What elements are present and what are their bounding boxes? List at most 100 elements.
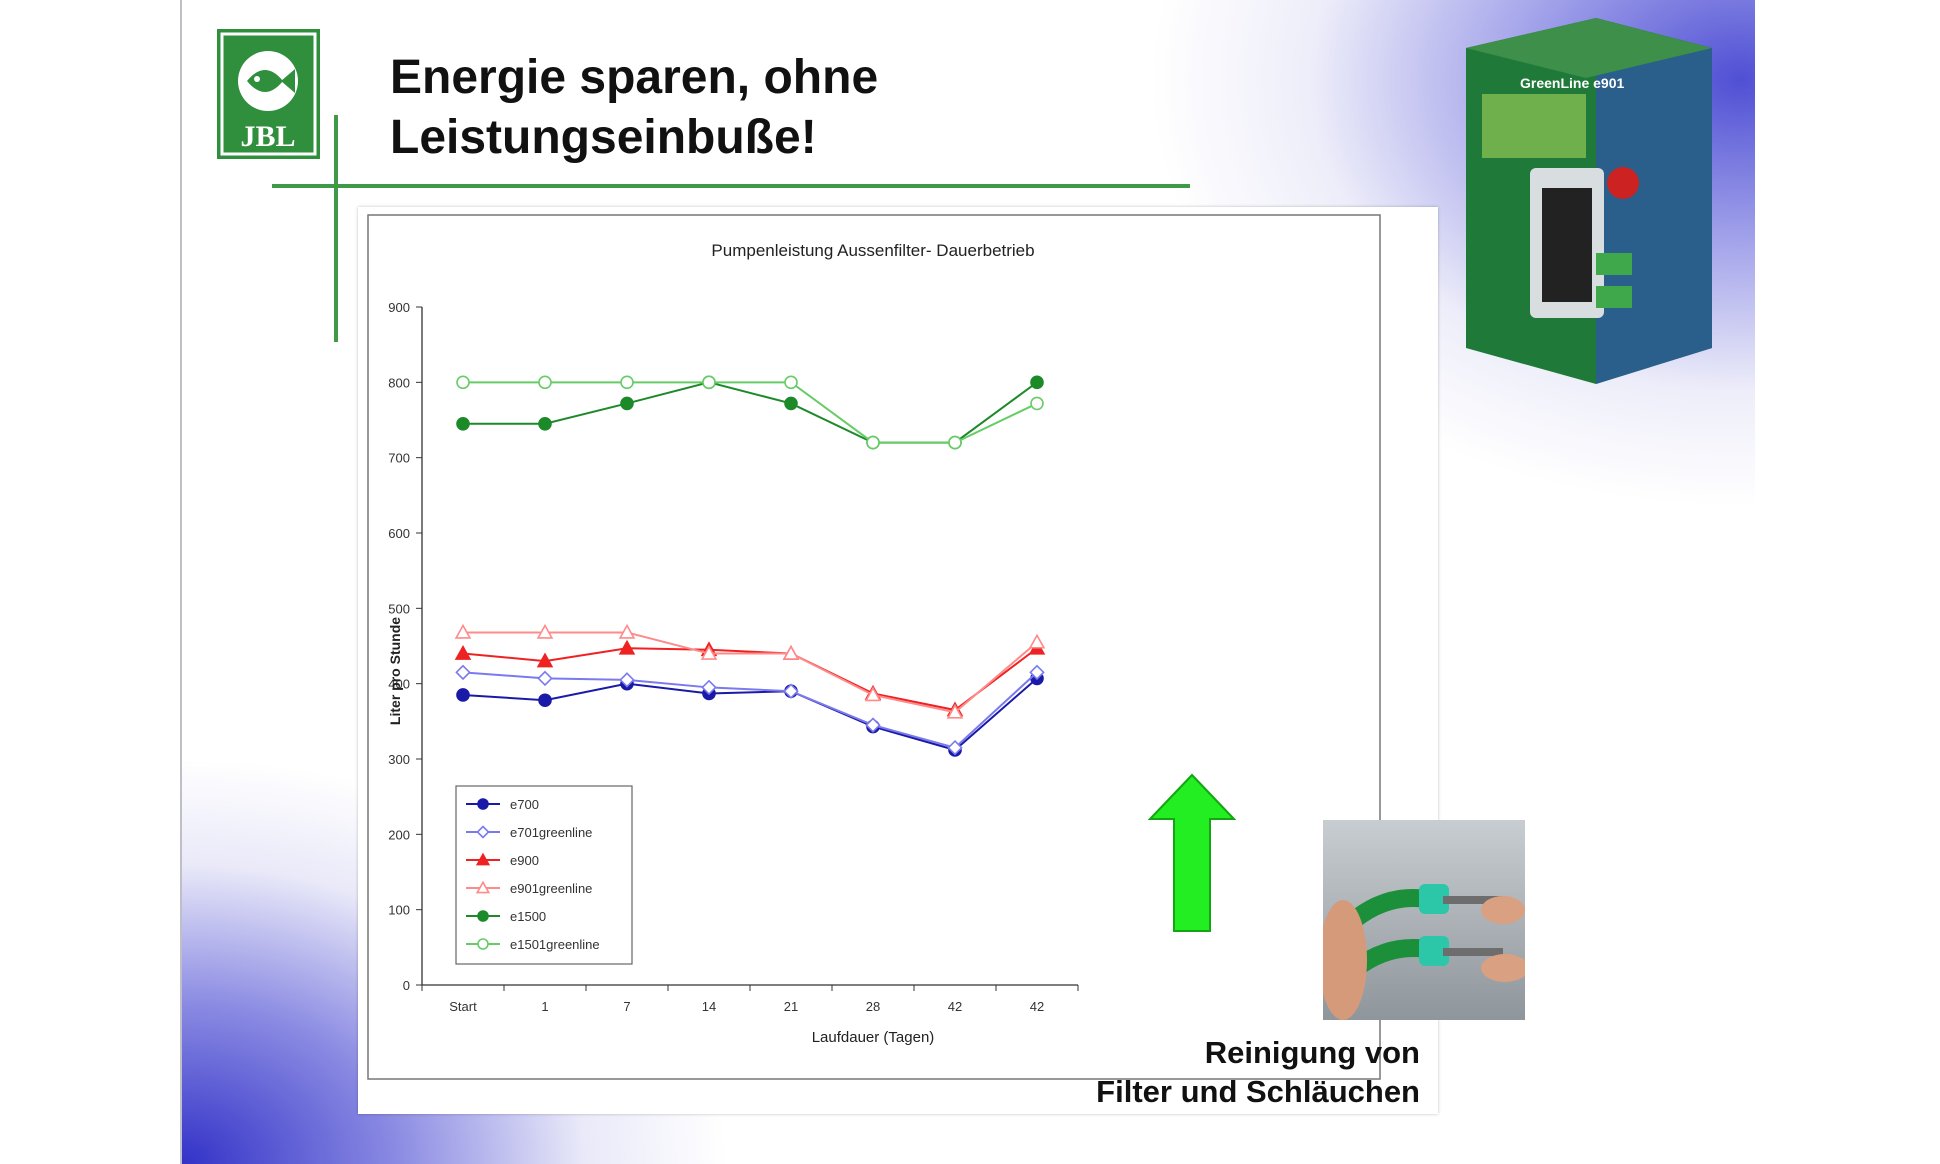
data-point xyxy=(456,375,470,390)
x-tick-label: 7 xyxy=(623,999,630,1014)
x-tick-label: Start xyxy=(449,999,477,1014)
y-tick-label: 500 xyxy=(388,601,410,616)
data-point xyxy=(618,639,636,655)
data-point xyxy=(536,652,554,668)
legend-item: e900 xyxy=(466,852,539,868)
data-point xyxy=(538,416,552,431)
product-box-label: GreenLine e901 xyxy=(1520,75,1624,91)
product-box-image: GreenLine e901 xyxy=(1466,18,1712,384)
data-point xyxy=(782,644,800,660)
legend-label: e701greenline xyxy=(510,825,592,840)
data-point xyxy=(536,623,554,639)
data-point xyxy=(619,672,635,688)
x-tick-label: 14 xyxy=(702,999,716,1014)
data-point xyxy=(538,693,552,708)
legend-marker xyxy=(477,798,489,810)
data-point xyxy=(456,688,470,702)
data-point xyxy=(537,670,553,687)
data-point xyxy=(701,679,717,696)
chart-panel: Pumpenleistung Aussenfilter- Dauerbetrie… xyxy=(358,207,1438,1114)
y-tick-label: 200 xyxy=(388,827,410,842)
legend-label: e900 xyxy=(510,853,539,868)
data-point xyxy=(454,623,472,639)
legend-label: e700 xyxy=(510,797,539,812)
logo-text: JBL xyxy=(240,120,295,153)
legend-item: e701greenline xyxy=(466,825,592,840)
legend-item: e901greenline xyxy=(466,880,592,896)
data-point xyxy=(1030,396,1044,411)
data-point xyxy=(947,739,963,756)
jbl-logo: JBL xyxy=(217,29,320,159)
y-axis: 0 100 200 300 400 500 600 700 800 900 xyxy=(388,300,423,993)
legend-box xyxy=(455,785,633,965)
legend-marker xyxy=(477,938,489,950)
title-line-2: Leistungseinbuße! xyxy=(390,111,817,164)
data-point xyxy=(865,717,881,733)
legend-label: e901greenline xyxy=(510,881,592,896)
data-point xyxy=(864,686,882,702)
data-point xyxy=(456,416,470,431)
series-line xyxy=(463,381,1038,444)
title-line-1: Energie sparen, ohne xyxy=(390,51,879,104)
x-axis-label: Laufdauer (Tagen) xyxy=(812,1029,935,1046)
legend: e700 e701greenline e900 e901greenline e1500 e… xyxy=(455,785,633,965)
slide-title: Energie sparen, ohne Leistungseinbuße! xyxy=(390,48,878,168)
title-vertical-line xyxy=(334,115,338,342)
legend-item: e700 xyxy=(466,797,539,812)
data-point xyxy=(1030,375,1044,390)
y-tick-label: 900 xyxy=(388,300,410,315)
y-tick-label: 300 xyxy=(388,752,410,767)
legend-label: e1501greenline xyxy=(510,937,600,952)
legend-item: e1500 xyxy=(466,909,546,924)
y-tick-label: 100 xyxy=(388,903,410,918)
y-tick-label: 700 xyxy=(388,451,410,466)
x-tick-label: 28 xyxy=(866,999,880,1014)
data-point xyxy=(1028,633,1046,649)
data-point xyxy=(784,396,798,411)
series-line xyxy=(463,631,1038,714)
series-group xyxy=(454,375,1046,757)
data-point xyxy=(783,683,799,699)
chart-title: Pumpenleistung Aussenfilter- Dauerbetrie… xyxy=(711,241,1034,260)
data-point xyxy=(454,644,472,660)
series-e701greenline xyxy=(455,664,1045,756)
data-point xyxy=(1029,664,1045,681)
data-point xyxy=(618,623,636,639)
legend-item: e1501greenline xyxy=(466,937,600,952)
y-tick-label: 600 xyxy=(388,526,410,541)
caption-line-1: Reinigung von xyxy=(1204,1035,1420,1070)
series-line xyxy=(462,671,1038,749)
data-point xyxy=(946,703,964,719)
cleaning-caption: Reinigung von Filter und Schläuchen xyxy=(1060,1033,1420,1111)
x-tick-label: 1 xyxy=(541,999,548,1014)
data-point xyxy=(700,644,718,660)
series-line xyxy=(462,677,1038,752)
data-point xyxy=(455,664,471,681)
data-point xyxy=(620,396,634,411)
legend-marker xyxy=(475,880,491,894)
filter-cleaning-photo xyxy=(1323,820,1525,1020)
data-point xyxy=(948,435,962,450)
x-tick-label: 42 xyxy=(948,999,962,1014)
series-e901greenline xyxy=(454,623,1046,719)
up-arrow-icon xyxy=(1148,773,1236,932)
legend-label: e1500 xyxy=(510,909,546,924)
legend-marker xyxy=(476,825,490,839)
data-point xyxy=(702,375,716,390)
legend-marker xyxy=(475,852,491,866)
y-tick-label: 800 xyxy=(388,375,410,390)
series-line xyxy=(462,647,1038,712)
y-tick-label: 400 xyxy=(388,677,410,692)
title-underline xyxy=(272,184,1190,188)
caption-line-2: Filter und Schläuchen xyxy=(1096,1074,1420,1109)
data-point xyxy=(784,375,798,390)
legend-marker xyxy=(477,910,489,922)
slide-border xyxy=(180,0,182,1164)
data-point xyxy=(866,435,880,450)
y-tick-label: 0 xyxy=(403,978,410,993)
series-e1501greenline xyxy=(456,375,1044,450)
data-point xyxy=(620,375,634,390)
data-point xyxy=(538,375,552,390)
x-axis: Start 1 7 14 21 28 42 42 xyxy=(421,984,1079,1014)
y-axis-label: Liter pro Stunde xyxy=(387,617,403,725)
